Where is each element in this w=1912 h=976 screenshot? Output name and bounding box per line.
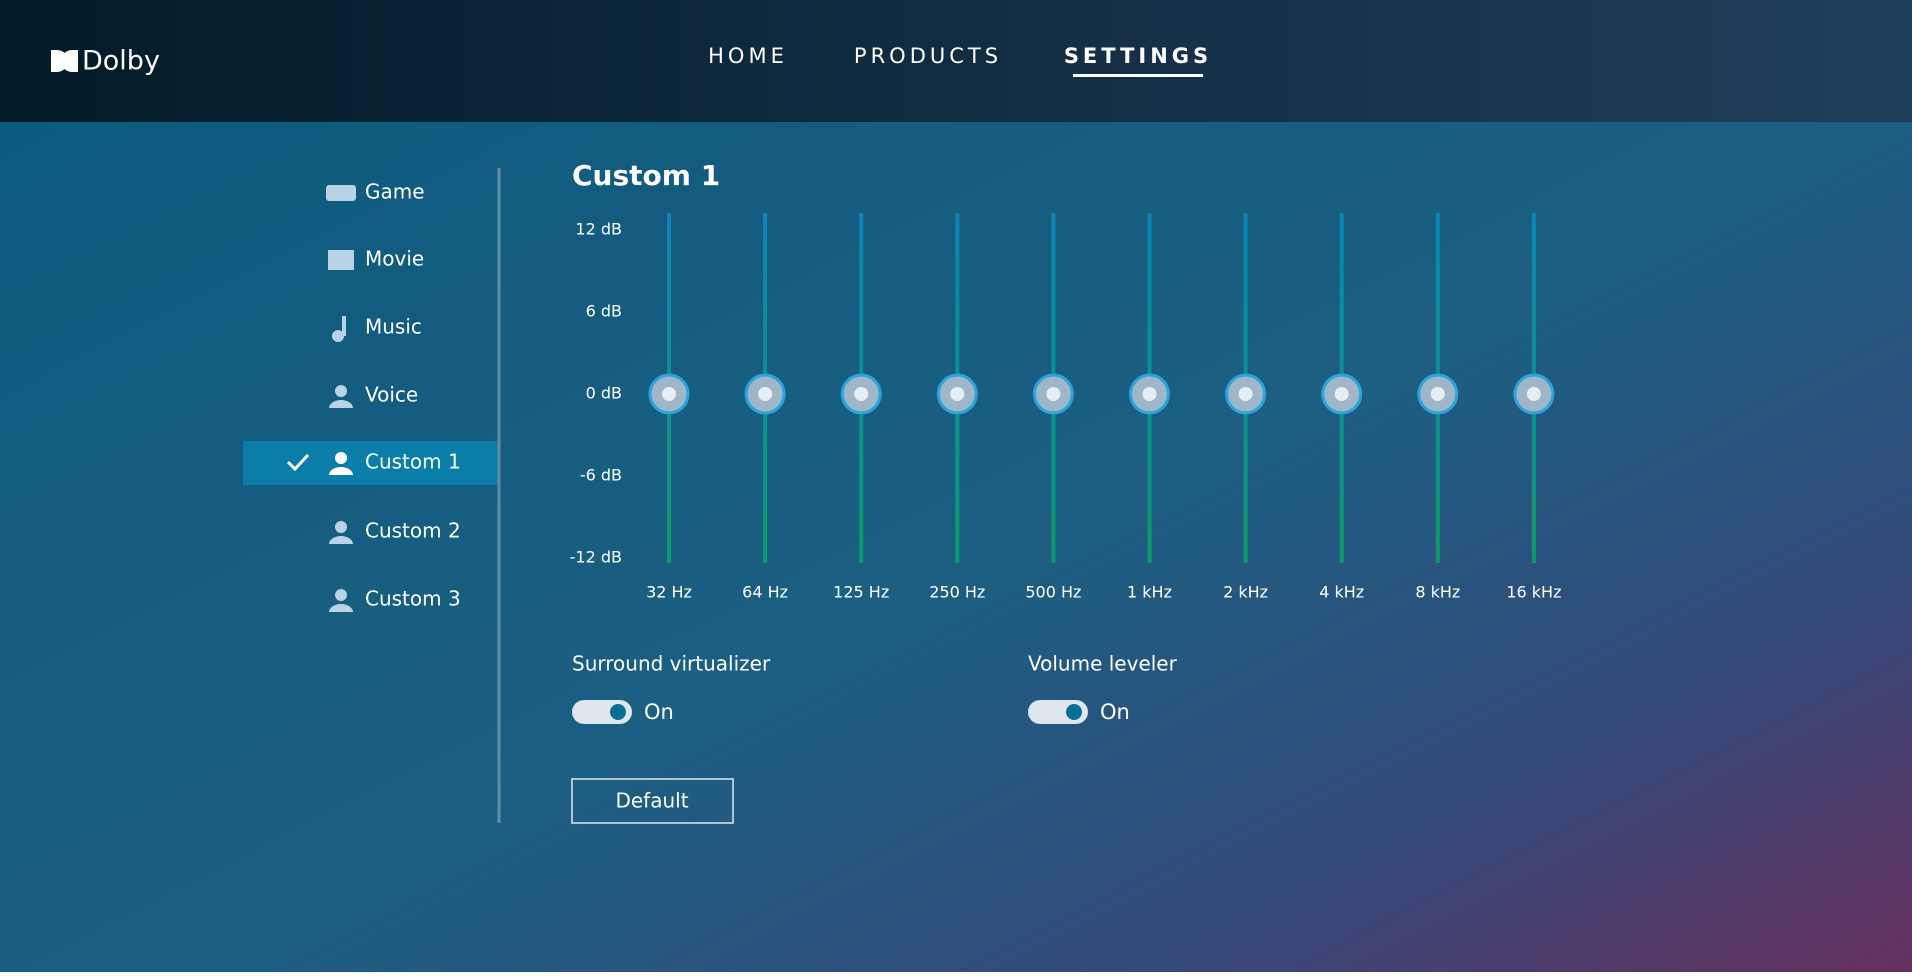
slider-knob-dot xyxy=(758,387,773,401)
slider-knob-dot xyxy=(950,387,965,401)
default-button[interactable] xyxy=(571,778,734,824)
check-icon xyxy=(286,453,310,472)
person-icon-head xyxy=(335,385,347,397)
person-icon-body xyxy=(329,604,353,612)
db-label: -6 dB xyxy=(580,466,622,485)
slider-knob-dot xyxy=(662,387,676,401)
toggle-thumb xyxy=(1066,704,1082,720)
db-label: -12 dB xyxy=(570,548,622,567)
person-icon-body xyxy=(329,536,353,544)
slider-knob-dot xyxy=(1334,387,1349,401)
sidebar-item[interactable]: Custom 1 xyxy=(365,450,461,474)
band-label: 32 Hz xyxy=(646,583,692,602)
band-label: 8 kHz xyxy=(1415,583,1460,602)
sidebar-item[interactable]: Movie xyxy=(365,247,424,271)
db-label: 6 dB xyxy=(586,302,622,321)
slider-knob-dot xyxy=(854,387,869,401)
nav-item[interactable]: HOME xyxy=(708,44,788,68)
slider-knob-dot xyxy=(1430,387,1445,401)
nav-item[interactable]: PRODUCTS xyxy=(854,44,1002,68)
nav-underline xyxy=(1073,74,1203,77)
slider-knob-dot xyxy=(1046,387,1061,401)
band-label: 64 Hz xyxy=(742,583,788,602)
sidebar-item[interactable]: Custom 3 xyxy=(365,587,461,611)
sidebar-item[interactable]: Voice xyxy=(365,383,418,407)
person-icon-head xyxy=(335,521,347,533)
db-label: 0 dB xyxy=(586,384,622,403)
slider-knob-dot xyxy=(1238,387,1253,401)
band-label: 125 Hz xyxy=(833,583,889,602)
selected-highlight xyxy=(243,441,498,485)
toggle-title: Surround virtualizer xyxy=(572,652,771,676)
logo[interactable]: Dolby xyxy=(82,46,160,77)
header xyxy=(0,0,1912,122)
toggle-state: On xyxy=(644,700,674,724)
slider-knob-dot xyxy=(1526,387,1541,401)
band-label: 1 kHz xyxy=(1127,583,1172,602)
band-label: 2 kHz xyxy=(1223,583,1268,602)
band-label: 16 kHz xyxy=(1506,583,1561,602)
music-icon xyxy=(332,330,344,342)
panel-title: Custom 1 xyxy=(572,159,720,192)
band-label: 250 Hz xyxy=(929,583,985,602)
nav-item[interactable]: SETTINGS xyxy=(1064,44,1212,68)
person-icon-body xyxy=(329,400,353,408)
person-icon-head xyxy=(335,452,347,464)
button-label[interactable]: Default xyxy=(615,789,688,813)
toggle-state: On xyxy=(1100,700,1130,724)
toggle-title: Volume leveler xyxy=(1028,652,1178,676)
sidebar-item[interactable]: Game xyxy=(365,180,425,204)
band-label: 4 kHz xyxy=(1319,583,1364,602)
toggle-thumb xyxy=(610,704,626,720)
sidebar-item[interactable]: Music xyxy=(365,315,422,339)
band-label: 500 Hz xyxy=(1025,583,1081,602)
slider-knob-dot xyxy=(1142,387,1157,401)
person-icon-body xyxy=(329,467,353,475)
logo-mark xyxy=(51,50,78,72)
music-icon-stem xyxy=(342,316,346,336)
game-icon xyxy=(326,185,356,201)
sidebar-item[interactable]: Custom 2 xyxy=(365,519,461,543)
movie-icon xyxy=(328,250,354,270)
db-label: 12 dB xyxy=(575,220,622,239)
person-icon-head xyxy=(335,589,347,601)
